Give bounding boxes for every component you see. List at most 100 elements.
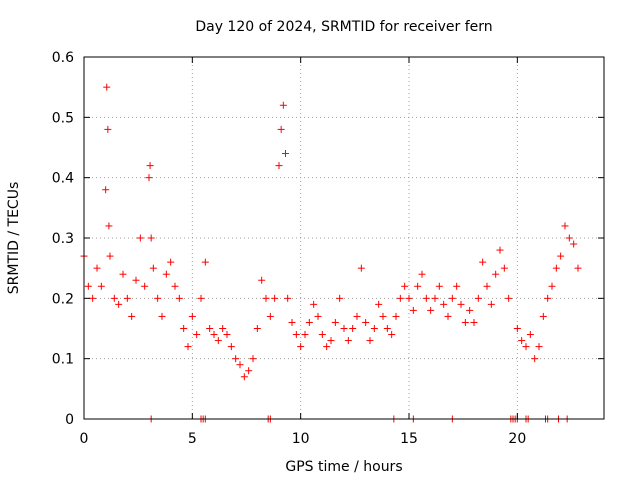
data-point bbox=[89, 294, 97, 302]
data-point bbox=[513, 325, 521, 332]
y-tick-label: 0.2 bbox=[52, 291, 74, 307]
data-point bbox=[188, 312, 196, 320]
data-point bbox=[379, 312, 387, 320]
data-point bbox=[301, 331, 309, 339]
data-point bbox=[414, 282, 422, 290]
data-point bbox=[340, 325, 348, 332]
data-point bbox=[453, 282, 461, 290]
data-point bbox=[245, 367, 253, 375]
data-point bbox=[271, 294, 279, 302]
data-point bbox=[180, 325, 188, 332]
x-axis-title: GPS time / hours bbox=[285, 459, 402, 475]
data-point bbox=[396, 294, 404, 302]
data-point bbox=[444, 312, 452, 320]
data-point bbox=[258, 276, 266, 284]
data-point bbox=[505, 294, 513, 302]
data-point bbox=[479, 258, 487, 266]
data-point bbox=[158, 312, 166, 320]
data-point bbox=[370, 325, 378, 332]
data-point bbox=[154, 294, 162, 302]
data-point bbox=[435, 282, 443, 290]
data-point bbox=[418, 270, 426, 278]
data-point bbox=[470, 318, 478, 326]
data-point bbox=[197, 294, 205, 302]
data-point bbox=[539, 312, 547, 320]
x-tick-label: 10 bbox=[292, 431, 310, 447]
data-point bbox=[461, 318, 469, 326]
data-point bbox=[431, 294, 439, 302]
data-point bbox=[141, 282, 149, 290]
data-point bbox=[310, 300, 318, 308]
x-tick-label: 5 bbox=[188, 431, 197, 447]
data-point bbox=[123, 294, 131, 302]
data-point bbox=[314, 312, 322, 320]
data-point bbox=[115, 300, 123, 308]
data-point bbox=[422, 294, 430, 302]
data-point bbox=[106, 252, 114, 260]
data-point bbox=[149, 264, 157, 272]
data-point bbox=[110, 294, 118, 302]
data-point bbox=[496, 246, 504, 254]
data-point bbox=[357, 264, 365, 272]
data-point bbox=[253, 325, 261, 332]
data-point bbox=[474, 294, 482, 302]
data-point bbox=[305, 318, 313, 326]
chart-title: Day 120 of 2024, SRMTID for receiver fer… bbox=[195, 19, 492, 35]
data-point bbox=[518, 337, 526, 345]
data-point bbox=[84, 282, 92, 290]
data-point bbox=[353, 312, 361, 320]
y-tick-label: 0.6 bbox=[52, 50, 74, 66]
data-point bbox=[210, 331, 218, 339]
data-point bbox=[535, 343, 543, 351]
data-point bbox=[266, 312, 274, 320]
data-point bbox=[552, 264, 560, 272]
data-point bbox=[292, 331, 300, 339]
data-point bbox=[483, 282, 491, 290]
data-point bbox=[104, 125, 112, 133]
data-point bbox=[466, 306, 474, 314]
data-point bbox=[201, 258, 209, 266]
data-point bbox=[171, 282, 179, 290]
data-point bbox=[405, 294, 413, 302]
data-points bbox=[80, 83, 582, 423]
data-point bbox=[236, 361, 244, 369]
data-point bbox=[232, 355, 240, 363]
data-point bbox=[492, 270, 500, 278]
data-point bbox=[500, 264, 508, 272]
data-point bbox=[249, 355, 257, 363]
data-point bbox=[331, 318, 339, 326]
data-point bbox=[327, 337, 335, 345]
data-point bbox=[440, 300, 448, 308]
data-point bbox=[392, 312, 400, 320]
data-point bbox=[282, 150, 289, 158]
data-point bbox=[128, 312, 136, 320]
data-point bbox=[522, 343, 530, 351]
y-axis-title: SRMTID / TECUs bbox=[6, 182, 22, 295]
data-point bbox=[388, 331, 396, 339]
data-point bbox=[531, 355, 539, 363]
data-point bbox=[288, 318, 296, 326]
y-tick-label: 0.4 bbox=[52, 171, 74, 187]
axis-ticks: 0 0.1 0.2 0.3 0.4 0.5 0.6 0 5 10 15 20 bbox=[52, 50, 604, 447]
data-point bbox=[240, 373, 248, 381]
data-point bbox=[214, 337, 222, 345]
data-point bbox=[193, 331, 201, 339]
x-tick-label: 20 bbox=[508, 431, 526, 447]
data-point bbox=[219, 325, 227, 332]
data-point bbox=[366, 337, 374, 345]
x-tick-label: 15 bbox=[400, 431, 418, 447]
y-tick-label: 0 bbox=[65, 412, 74, 428]
data-point bbox=[544, 294, 552, 302]
data-point bbox=[487, 300, 495, 308]
data-point bbox=[102, 186, 110, 194]
data-point bbox=[448, 294, 456, 302]
data-point bbox=[409, 306, 417, 314]
data-point bbox=[105, 222, 113, 230]
data-point bbox=[162, 270, 170, 278]
data-point bbox=[349, 325, 357, 332]
data-point bbox=[184, 343, 192, 351]
y-tick-label: 0.1 bbox=[52, 352, 74, 368]
data-point bbox=[119, 270, 127, 278]
x-tick-label: 0 bbox=[80, 431, 89, 447]
data-point bbox=[457, 300, 465, 308]
